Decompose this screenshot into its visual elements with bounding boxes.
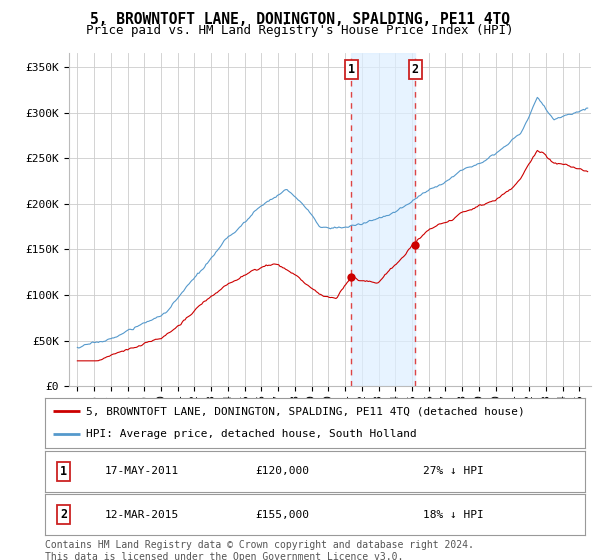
Text: 5, BROWNTOFT LANE, DONINGTON, SPALDING, PE11 4TQ (detached house): 5, BROWNTOFT LANE, DONINGTON, SPALDING, … [86, 406, 524, 416]
Bar [352, 53, 415, 386]
Text: 12-MAR-2015: 12-MAR-2015 [105, 510, 179, 520]
Text: 5, BROWNTOFT LANE, DONINGTON, SPALDING, PE11 4TQ: 5, BROWNTOFT LANE, DONINGTON, SPALDING, … [90, 12, 510, 27]
Text: 17-MAY-2011: 17-MAY-2011 [105, 466, 179, 476]
Text: 27% ↓ HPI: 27% ↓ HPI [423, 466, 484, 476]
Text: HPI: Average price, detached house, South Holland: HPI: Average price, detached house, Sout… [86, 430, 416, 440]
Text: This data is licensed under the Open Government Licence v3.0.: This data is licensed under the Open Gov… [45, 552, 403, 560]
Text: Price paid vs. HM Land Registry's House Price Index (HPI): Price paid vs. HM Land Registry's House … [86, 24, 514, 36]
Text: 1: 1 [61, 465, 67, 478]
Text: £155,000: £155,000 [256, 510, 310, 520]
Text: 2: 2 [412, 63, 419, 76]
Text: £120,000: £120,000 [256, 466, 310, 476]
Text: Contains HM Land Registry data © Crown copyright and database right 2024.: Contains HM Land Registry data © Crown c… [45, 540, 474, 550]
Text: 1: 1 [348, 63, 355, 76]
Text: 18% ↓ HPI: 18% ↓ HPI [423, 510, 484, 520]
Text: 2: 2 [61, 508, 67, 521]
